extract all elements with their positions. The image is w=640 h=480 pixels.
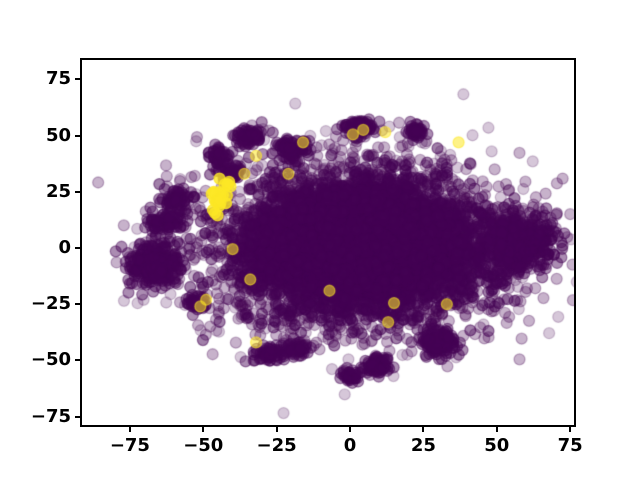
x-tick-mark	[202, 427, 205, 432]
x-tick-label: −25	[256, 435, 297, 456]
y-tick-mark	[75, 190, 80, 193]
scatter-plot-canvas	[80, 58, 576, 427]
x-tick-mark	[128, 427, 131, 432]
y-tick-mark	[75, 134, 80, 137]
y-tick-label: 75	[45, 68, 71, 90]
y-tick-mark	[75, 303, 80, 306]
y-tick-label: 0	[58, 237, 71, 258]
y-tick-mark	[75, 78, 80, 81]
y-tick-mark	[75, 247, 80, 249]
x-tick-label: −50	[183, 435, 224, 456]
x-tick-mark	[495, 427, 498, 432]
y-tick-label: −50	[30, 349, 71, 371]
y-tick-label: 50	[45, 124, 71, 146]
y-tick-label: −25	[30, 293, 71, 315]
y-tick-mark	[75, 415, 80, 418]
x-tick-mark	[275, 427, 278, 432]
x-tick-label: 75	[557, 435, 583, 456]
x-tick-label: 25	[410, 435, 436, 456]
y-tick-label: 25	[45, 180, 71, 202]
y-tick-mark	[75, 359, 80, 362]
x-tick-label: 0	[343, 435, 357, 456]
x-tick-mark	[422, 427, 425, 432]
x-tick-label: 50	[484, 435, 510, 456]
x-tick-mark	[349, 427, 351, 432]
x-tick-label: −75	[109, 435, 150, 456]
x-tick-mark	[569, 427, 572, 432]
y-tick-label: −75	[30, 405, 71, 427]
